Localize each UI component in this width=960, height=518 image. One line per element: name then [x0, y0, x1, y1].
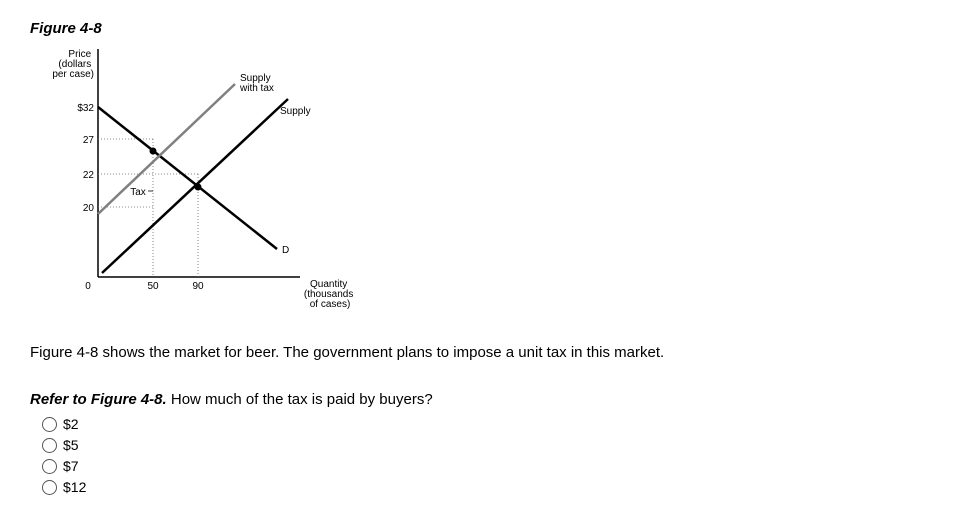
- radio-icon: [42, 480, 57, 495]
- svg-text:0: 0: [85, 281, 91, 292]
- question-text: Refer to Figure 4-8. How much of the tax…: [30, 391, 930, 408]
- answer-options: $2 $5 $7 $12: [42, 414, 930, 498]
- radio-icon: [42, 417, 57, 432]
- svg-text:22: 22: [83, 170, 95, 181]
- equilibrium-with-tax: [150, 148, 157, 155]
- tax-label: Tax: [130, 187, 146, 198]
- figure-caption: Figure 4-8 shows the market for beer. Th…: [30, 344, 930, 361]
- radio-icon: [42, 459, 57, 474]
- option-4[interactable]: $12: [42, 477, 930, 498]
- radio-icon: [42, 438, 57, 453]
- svg-text:27: 27: [83, 135, 95, 146]
- option-label: $7: [63, 456, 79, 477]
- svg-text:90: 90: [192, 281, 204, 292]
- x-ticks: 0 50 90: [85, 281, 204, 292]
- demand-label: D: [282, 245, 289, 256]
- svg-text:$32: $32: [77, 103, 94, 114]
- question-lead: Refer to Figure 4-8.: [30, 391, 167, 408]
- supply-label: Supply: [280, 106, 311, 117]
- guide-lines: [98, 139, 198, 277]
- option-label: $5: [63, 435, 79, 456]
- svg-text:20: 20: [83, 203, 95, 214]
- supply-tax-line: [98, 84, 235, 214]
- supply-demand-chart: Price (dollars per case) Quantity (thous…: [30, 39, 360, 319]
- equilibrium-original: [195, 184, 202, 191]
- y-axis-label: Price (dollars per case): [52, 49, 94, 80]
- option-label: $2: [63, 414, 79, 435]
- svg-text:50: 50: [147, 281, 159, 292]
- option-3[interactable]: $7: [42, 456, 930, 477]
- supply-tax-label: Supply with tax: [239, 73, 274, 94]
- x-axis-label: Quantity (thousands of cases): [304, 279, 356, 310]
- figure-title: Figure 4-8: [30, 20, 930, 37]
- option-1[interactable]: $2: [42, 414, 930, 435]
- option-label: $12: [63, 477, 86, 498]
- question-body: How much of the tax is paid by buyers?: [167, 391, 433, 408]
- option-2[interactable]: $5: [42, 435, 930, 456]
- y-ticks: $32 27 22 20: [77, 103, 94, 214]
